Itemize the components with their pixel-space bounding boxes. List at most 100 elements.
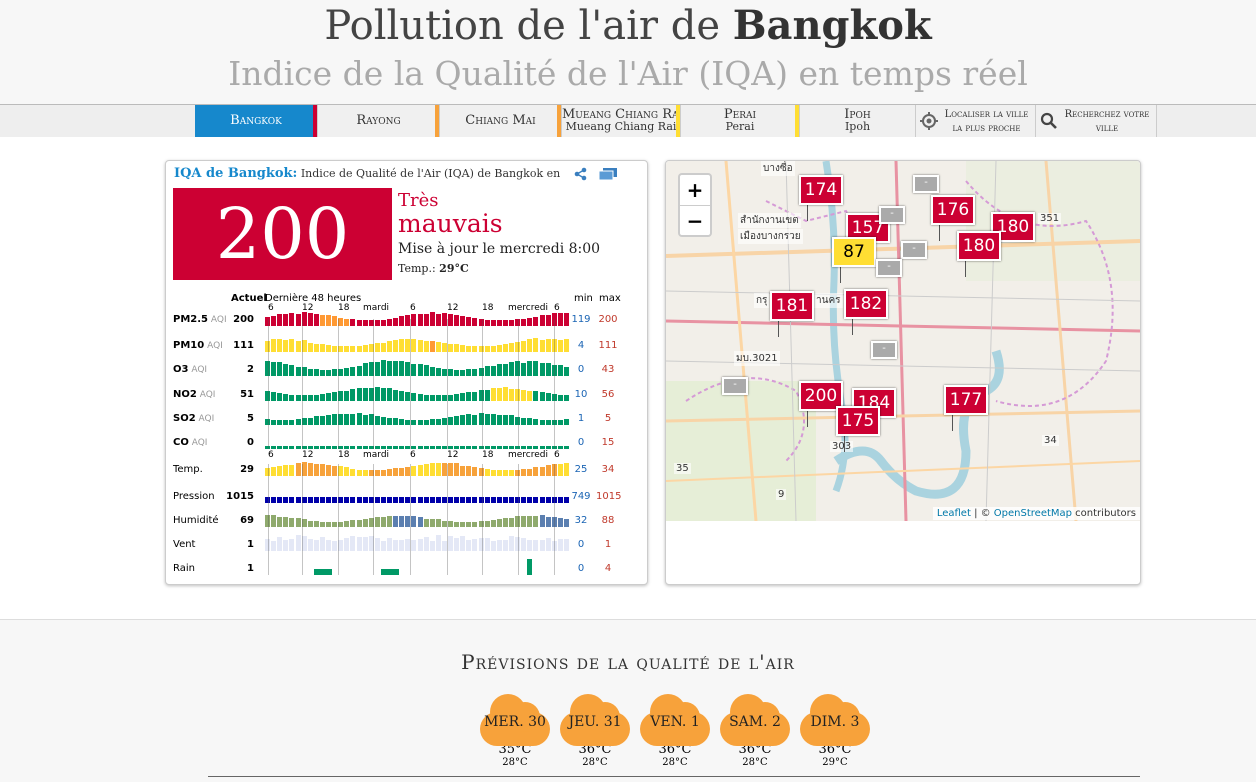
map-view[interactable]: 9 303 34 35 351 มบ.3021 านคร กรุ เมืองบางกรวย สำน…: [666, 161, 1140, 521]
sparkline-bar: [466, 369, 472, 376]
station-marker[interactable]: 181: [770, 291, 814, 321]
station-marker[interactable]: 175: [836, 406, 880, 436]
share-icon[interactable]: [574, 167, 588, 181]
sparkline-bar: [289, 365, 295, 376]
hour-gridline: [302, 464, 303, 575]
sparkline-bar: [460, 370, 466, 376]
locate-nearest-city-button[interactable]: Localiser la ville la plus proche: [916, 105, 1036, 137]
zoom-out-button[interactable]: −: [686, 209, 704, 233]
sparkline-bar: [411, 466, 417, 476]
station-marker[interactable]: 180: [991, 212, 1035, 242]
hour-gridline: [338, 319, 339, 449]
sparkline-bar: [289, 446, 295, 449]
sparkline-bar: [435, 419, 441, 425]
sparkline-bar: [362, 363, 368, 376]
sparkline-bar: [301, 312, 307, 326]
forecast-min-temp: 28°C: [662, 757, 688, 768]
map-label: 351: [1038, 213, 1062, 224]
sparkline-bar: [313, 521, 319, 527]
sparkline-bar: [283, 465, 289, 476]
sparkline-bar: [423, 464, 429, 476]
main-content: IQA de Bangkok: Indice de Qualité de l'A…: [0, 137, 1256, 620]
sparkline-bar: [313, 395, 319, 401]
sparkline-bar: [515, 470, 521, 476]
sparkline-bar: [271, 446, 277, 449]
search-city-button[interactable]: Recherchez votre ville: [1036, 105, 1157, 137]
tab-color-bar: [557, 105, 561, 137]
sparkline-bar: [393, 418, 399, 425]
station-marker[interactable]: 182: [844, 289, 888, 319]
tab-bangkok[interactable]: Bangkok: [195, 105, 318, 137]
sparkline-bar: [533, 497, 539, 503]
history-table: Actuel Dernière 48 heures min max 6 12 18 m…: [166, 289, 647, 584]
tab-label: Mueang Chiang Rai: [562, 108, 680, 121]
station-marker-inactive[interactable]: -: [901, 241, 927, 259]
station-marker-inactive[interactable]: -: [871, 341, 897, 359]
station-marker-inactive[interactable]: -: [913, 175, 939, 193]
sparkline-bar: [387, 341, 392, 352]
forecast-day[interactable]: MER. 30 35°C 28°C: [480, 690, 550, 770]
station-marker[interactable]: 200: [799, 381, 843, 411]
cloud-shape: [510, 702, 540, 732]
sparkline-bar: [326, 540, 331, 551]
sparkline-bar: [509, 470, 514, 476]
sparkline-bar: [380, 360, 386, 376]
sparkline-bar: [545, 420, 551, 425]
sparkline-bar: [563, 395, 569, 401]
sparkline-bar: [307, 463, 313, 476]
sparkline-bar: [423, 365, 429, 376]
sparkline-bar: [350, 319, 356, 326]
station-marker[interactable]: 176: [931, 195, 975, 225]
sparkline-bar: [521, 516, 527, 527]
row-name: Pression: [173, 491, 215, 502]
sparkline-bar: [484, 366, 490, 376]
sparkline-bar: [326, 446, 331, 449]
forecast-day[interactable]: JEU. 31 36°C 28°C: [560, 690, 630, 770]
osm-link[interactable]: OpenStreetMap: [993, 508, 1072, 519]
aqi-card: IQA de Bangkok: Indice de Qualité de l'A…: [165, 160, 648, 585]
sparkline-bar: [454, 370, 460, 376]
sparkline-bar: [380, 569, 387, 575]
sparkline-bar: [478, 413, 484, 425]
sparkline-bar: [429, 312, 435, 326]
row-aqi-tag: AQI: [195, 414, 215, 424]
tab-perai[interactable]: Perai Perai: [681, 105, 800, 137]
marker-pin: [844, 436, 845, 452]
station-marker-inactive[interactable]: -: [722, 377, 748, 395]
tab-ipoh[interactable]: Ipoh Ipoh: [800, 105, 916, 137]
sparkline-bar: [435, 368, 441, 376]
forecast-day[interactable]: SAM. 2 36°C 28°C: [720, 690, 790, 770]
leaflet-link[interactable]: Leaflet: [936, 508, 971, 519]
sparkline-bar: [563, 339, 569, 352]
zoom-in-button[interactable]: +: [680, 175, 710, 206]
forecast-day-label: MER. 30: [484, 714, 546, 730]
sparkline-bar: [417, 394, 423, 401]
marker-pin: [840, 267, 841, 283]
tab-mueang-chiang-rai[interactable]: Mueang Chiang Rai Mueang Chiang Rai: [562, 105, 681, 137]
aqi-title-city[interactable]: IQA de Bangkok:: [174, 166, 298, 181]
station-marker[interactable]: 174: [799, 175, 843, 205]
row-name: SO2: [173, 413, 196, 424]
sparkline-bar: [387, 569, 393, 575]
station-marker-inactive[interactable]: -: [876, 259, 902, 277]
sparkline-bar: [307, 521, 313, 527]
sparkline-bar: [454, 497, 460, 503]
hour-gridline: [302, 319, 303, 449]
sparkline-bar: [484, 521, 490, 527]
forecast-day[interactable]: VEN. 1 36°C 28°C: [640, 690, 710, 770]
tab-chiang-mai[interactable]: Chiang Mai: [440, 105, 562, 137]
forecast-day[interactable]: DIM. 3 36°C 29°C: [800, 690, 870, 770]
station-marker[interactable]: 87: [832, 237, 876, 267]
sparkline-bar: [460, 446, 466, 449]
widget-icon[interactable]: [598, 167, 618, 181]
station-marker-inactive[interactable]: -: [879, 206, 905, 224]
sparkline-bar: [307, 418, 313, 425]
sparkline-bar: [527, 318, 533, 326]
sparkline-bar: [399, 497, 405, 503]
sparkline-bar: [362, 388, 368, 401]
station-marker[interactable]: 177: [944, 385, 988, 415]
tab-rayong[interactable]: Rayong: [318, 105, 440, 137]
station-marker[interactable]: 180: [957, 231, 1001, 261]
sparkline-bar: [441, 343, 447, 352]
sparkline-bar: [496, 345, 502, 352]
